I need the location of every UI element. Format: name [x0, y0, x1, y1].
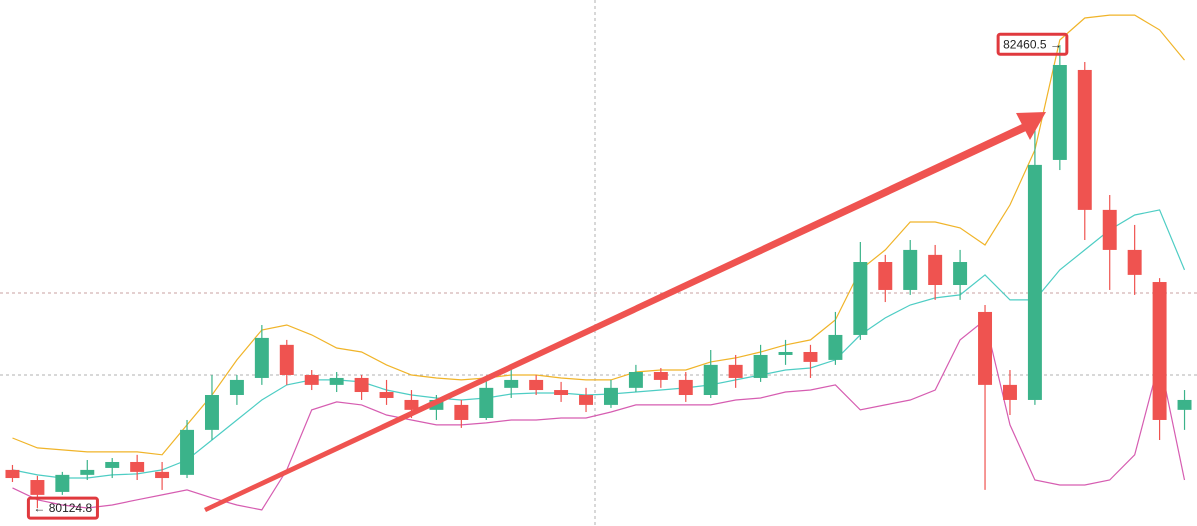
candle-body	[978, 311, 993, 385]
label-box	[996, 32, 1069, 56]
candles	[5, 45, 1192, 509]
candle-body	[454, 404, 469, 420]
candle-body	[1052, 65, 1067, 160]
candle-body	[1152, 282, 1167, 420]
trend-arrow	[204, 112, 1046, 512]
candle-body	[55, 474, 70, 492]
candle-body	[130, 461, 145, 472]
candle-body	[80, 469, 95, 475]
candle-body	[1002, 384, 1017, 400]
candle-body	[504, 379, 519, 388]
price-labels: 82460.5 → ← 80124.8	[26, 32, 1069, 520]
candle-body	[254, 337, 269, 378]
candle-body	[1102, 209, 1117, 250]
candle-body	[329, 377, 344, 385]
high-price-label: 82460.5 →	[1003, 37, 1062, 51]
candle-body	[653, 372, 668, 380]
candle-body	[928, 254, 943, 285]
candle-body	[853, 262, 868, 335]
candle-body	[1077, 69, 1092, 210]
candle-body	[703, 364, 718, 395]
candle-body	[180, 429, 195, 475]
candle-body	[628, 372, 643, 388]
candle-body	[204, 394, 219, 430]
arrow-shaft	[204, 124, 1026, 512]
low-price-label: ← 80124.8	[33, 501, 92, 515]
candle-body	[579, 394, 594, 405]
candle-body	[379, 392, 394, 398]
candle-body	[803, 351, 818, 362]
candle-body	[603, 387, 618, 405]
candle-body	[828, 334, 843, 360]
candle-body	[1027, 164, 1042, 400]
arrow-head	[1016, 112, 1046, 140]
candle-body	[753, 354, 768, 378]
candle-body	[728, 364, 743, 378]
candle-body	[479, 387, 494, 418]
candle-body	[229, 379, 244, 395]
candle-body	[1177, 399, 1192, 410]
candle-body	[878, 262, 893, 290]
candle-body	[903, 249, 918, 290]
candle-body	[554, 390, 569, 395]
candle-body	[304, 374, 319, 385]
label-box	[26, 496, 99, 520]
candle-body	[1127, 249, 1142, 275]
candle-body	[105, 461, 120, 468]
candle-body	[953, 262, 968, 285]
band-line	[12, 209, 1186, 479]
candle-body	[529, 379, 544, 391]
candle-body	[778, 351, 793, 355]
candle-body	[678, 379, 693, 395]
candle-body	[279, 344, 294, 375]
candle-body	[404, 399, 419, 410]
candle-body	[30, 480, 45, 495]
candle-body	[354, 377, 369, 393]
candle-body	[155, 471, 170, 479]
candle-body	[5, 469, 20, 479]
